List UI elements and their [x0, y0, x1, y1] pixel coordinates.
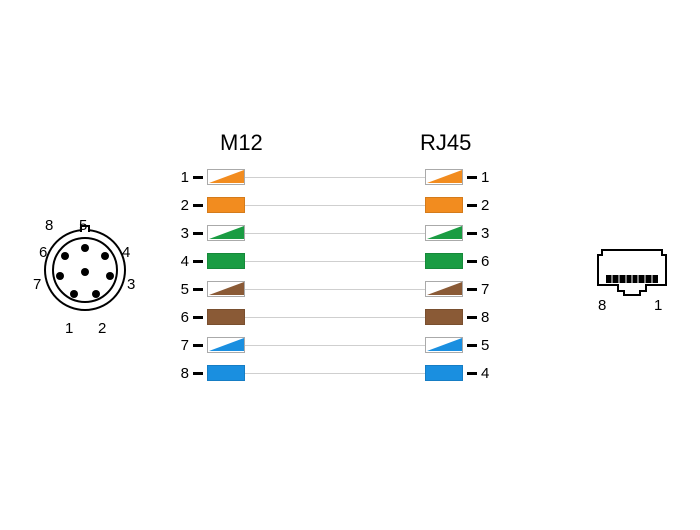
wire-line — [245, 289, 425, 290]
pin-number-right: 8 — [481, 309, 495, 326]
pin-number-left: 1 — [175, 169, 189, 186]
rj45-pin-left: 8 — [598, 297, 606, 314]
dash — [467, 372, 477, 375]
color-swatch — [425, 225, 463, 241]
header-rj45: RJ45 — [420, 130, 471, 156]
color-swatch — [425, 365, 463, 381]
color-swatch — [425, 197, 463, 213]
pin-number-left: 4 — [175, 253, 189, 270]
wire-row: 68 — [175, 305, 495, 329]
dash — [193, 372, 203, 375]
wire-row: 22 — [175, 193, 495, 217]
dash — [193, 316, 203, 319]
m12-pin-label: 3 — [127, 276, 135, 293]
wire-line — [245, 373, 425, 374]
wire-row: 33 — [175, 221, 495, 245]
wire-row: 75 — [175, 333, 495, 357]
wire-line — [245, 261, 425, 262]
color-swatch — [425, 253, 463, 269]
color-swatch — [207, 225, 245, 241]
dash — [467, 316, 477, 319]
m12-pin-label: 8 — [45, 217, 53, 234]
color-swatch — [425, 337, 463, 353]
header-m12: M12 — [220, 130, 263, 156]
pin-number-left: 6 — [175, 309, 189, 326]
m12-pin-label: 4 — [122, 244, 130, 261]
wire-line — [245, 233, 425, 234]
pin-number-left: 5 — [175, 281, 189, 298]
wire-line — [245, 317, 425, 318]
wire-row: 84 — [175, 361, 495, 385]
pin-number-right: 3 — [481, 225, 495, 242]
pin-number-left: 3 — [175, 225, 189, 242]
color-swatch — [207, 169, 245, 185]
dash — [193, 232, 203, 235]
rj45-pin-right: 1 — [654, 297, 662, 314]
color-swatch — [425, 169, 463, 185]
wire-line — [245, 177, 425, 178]
rj45-connector: 8 1 — [592, 235, 672, 320]
wire-row: 57 — [175, 277, 495, 301]
m12-svg — [35, 220, 135, 335]
pin-number-right: 1 — [481, 169, 495, 186]
dash — [467, 288, 477, 291]
color-swatch — [207, 309, 245, 325]
color-swatch — [425, 309, 463, 325]
wire-row: 46 — [175, 249, 495, 273]
dash — [467, 204, 477, 207]
dash — [467, 176, 477, 179]
pin-number-right: 2 — [481, 197, 495, 214]
color-swatch — [207, 281, 245, 297]
wire-row: 11 — [175, 165, 495, 189]
dash — [467, 232, 477, 235]
dash — [193, 204, 203, 207]
pin-number-right: 6 — [481, 253, 495, 270]
m12-pin-label: 5 — [79, 217, 87, 234]
wire-line — [245, 205, 425, 206]
m12-pin-label: 1 — [65, 320, 73, 337]
pin-number-left: 8 — [175, 365, 189, 382]
color-swatch — [207, 197, 245, 213]
color-swatch — [425, 281, 463, 297]
pin-number-left: 7 — [175, 337, 189, 354]
color-swatch — [207, 337, 245, 353]
dash — [193, 176, 203, 179]
dash — [193, 288, 203, 291]
pin-number-right: 7 — [481, 281, 495, 298]
dash — [193, 260, 203, 263]
m12-connector: 1 2 3 4 5 6 7 8 — [35, 220, 135, 340]
color-swatch — [207, 365, 245, 381]
wire-line — [245, 345, 425, 346]
pin-number-right: 5 — [481, 337, 495, 354]
m12-pin-label: 2 — [98, 320, 106, 337]
dash — [193, 344, 203, 347]
m12-pin-label: 6 — [39, 244, 47, 261]
pin-number-right: 4 — [481, 365, 495, 382]
m12-pin-label: 7 — [33, 276, 41, 293]
wiring-diagram: 1122334657687584 — [175, 165, 495, 389]
dash — [467, 260, 477, 263]
dash — [467, 344, 477, 347]
pin-number-left: 2 — [175, 197, 189, 214]
color-swatch — [207, 253, 245, 269]
